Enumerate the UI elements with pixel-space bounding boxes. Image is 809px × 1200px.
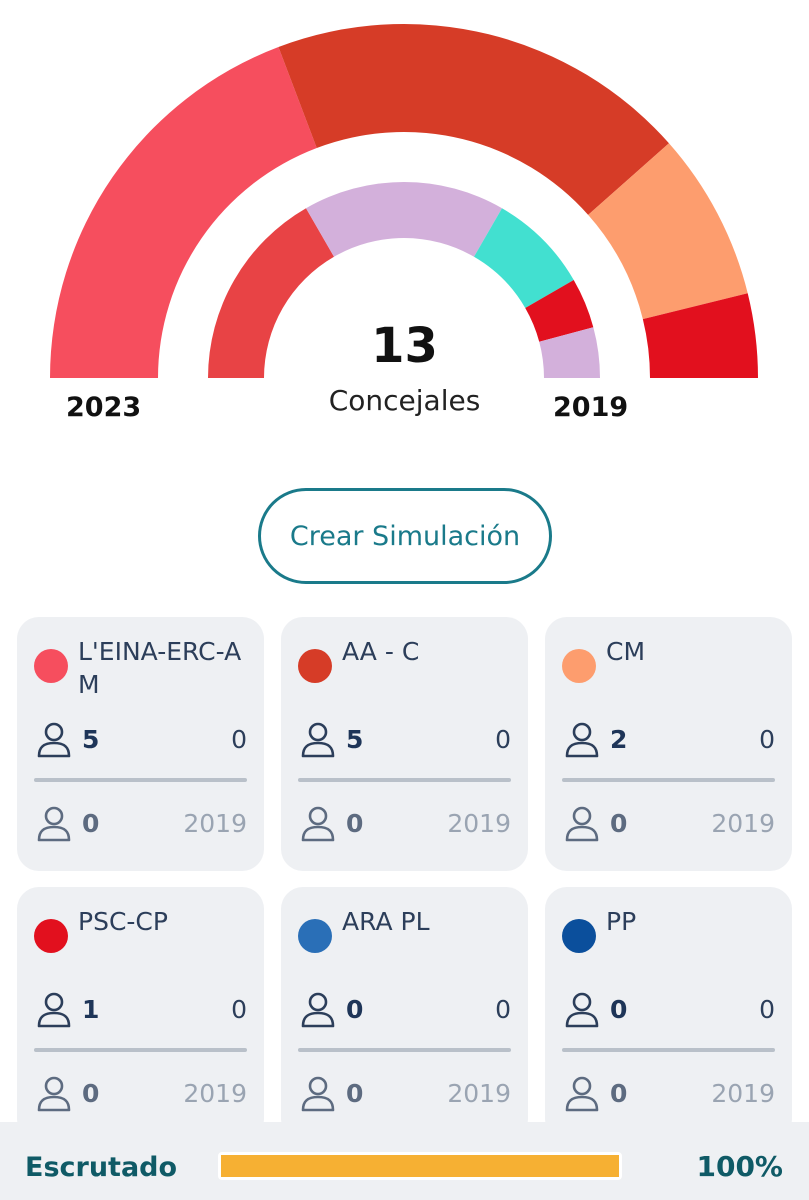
- card-divider: [34, 1048, 247, 1052]
- person-icon: [36, 991, 72, 1029]
- previous-year: 2019: [183, 809, 247, 838]
- party-color-dot: [34, 649, 68, 683]
- seat-distribution-chart: [50, 24, 758, 379]
- person-icon: [36, 721, 72, 759]
- previous-arc-segment: [539, 327, 600, 378]
- current-seats-value: 1: [82, 995, 100, 1024]
- current-year-label: 2023: [66, 392, 142, 423]
- current-seats-value: 5: [82, 725, 100, 754]
- current-seats-value: 5: [346, 725, 364, 754]
- party-name: PSC-CP: [78, 907, 168, 936]
- party-color-dot: [562, 649, 596, 683]
- current-seats-value: 2: [610, 725, 628, 754]
- seats-difference: 0: [231, 995, 247, 1024]
- seats-difference: 0: [495, 995, 511, 1024]
- previous-seats-row: 0 2019: [562, 805, 775, 845]
- current-seats-value: 0: [610, 995, 628, 1024]
- person-icon: [36, 805, 72, 843]
- total-seats-caption: Concejales: [328, 384, 481, 417]
- previous-arc-segment: [474, 208, 574, 308]
- previous-year: 2019: [711, 809, 775, 838]
- previous-year: 2019: [183, 1079, 247, 1108]
- person-icon: [564, 991, 600, 1029]
- current-arc-segment: [642, 293, 758, 378]
- party-card[interactable]: L'EINA-ERC-AM 5 0 0 2019: [17, 617, 264, 871]
- party-color-dot: [298, 649, 332, 683]
- card-divider: [298, 778, 511, 782]
- person-icon: [300, 1075, 336, 1113]
- party-name: ARA PL: [342, 907, 430, 936]
- party-card[interactable]: PP 0 0 0 2019: [545, 887, 792, 1141]
- party-card[interactable]: CM 2 0 0 2019: [545, 617, 792, 871]
- previous-seats-row: 0 2019: [562, 1075, 775, 1115]
- person-icon: [300, 805, 336, 843]
- person-icon: [36, 1075, 72, 1113]
- seats-difference: 0: [759, 725, 775, 754]
- previous-seats-value: 0: [346, 809, 364, 838]
- card-divider: [562, 778, 775, 782]
- previous-seats-value: 0: [82, 809, 100, 838]
- previous-year-label: 2019: [553, 392, 629, 423]
- card-divider: [298, 1048, 511, 1052]
- previous-seats-row: 0 2019: [34, 805, 247, 845]
- party-card[interactable]: ARA PL 0 0 0 2019: [281, 887, 528, 1141]
- current-arc-segment: [278, 24, 669, 215]
- party-card[interactable]: AA - C 5 0 0 2019: [281, 617, 528, 871]
- create-simulation-button[interactable]: Crear Simulación: [258, 488, 552, 584]
- previous-arc-segment: [525, 280, 594, 342]
- person-icon: [564, 721, 600, 759]
- card-divider: [34, 778, 247, 782]
- seats-difference: 0: [495, 725, 511, 754]
- party-color-dot: [562, 919, 596, 953]
- party-name: PP: [606, 907, 637, 936]
- scrutiny-bar: Escrutado 100%: [0, 1122, 809, 1200]
- previous-seats-value: 0: [610, 809, 628, 838]
- scrutiny-percent: 100%: [696, 1150, 783, 1183]
- seats-difference: 0: [759, 995, 775, 1024]
- previous-seats-value: 0: [610, 1079, 628, 1108]
- previous-arc-segment: [306, 182, 502, 257]
- party-name: CM: [606, 637, 646, 666]
- person-icon: [564, 805, 600, 843]
- party-name: L'EINA-ERC-AM: [78, 637, 242, 699]
- party-color-dot: [298, 919, 332, 953]
- previous-arc-segment: [208, 208, 334, 378]
- card-divider: [562, 1048, 775, 1052]
- scrutiny-progress-track: [218, 1152, 622, 1180]
- current-seats-value: 0: [346, 995, 364, 1024]
- party-name: AA - C: [342, 637, 420, 666]
- previous-seats-value: 0: [346, 1079, 364, 1108]
- person-icon: [300, 991, 336, 1029]
- party-card[interactable]: PSC-CP 1 0 0 2019: [17, 887, 264, 1141]
- previous-seats-row: 0 2019: [298, 805, 511, 845]
- scrutiny-progress-fill: [221, 1155, 619, 1177]
- previous-year: 2019: [447, 809, 511, 838]
- party-color-dot: [34, 919, 68, 953]
- person-icon: [564, 1075, 600, 1113]
- seats-difference: 0: [231, 725, 247, 754]
- previous-seats-row: 0 2019: [298, 1075, 511, 1115]
- person-icon: [300, 721, 336, 759]
- total-seats-value: 13: [371, 318, 438, 374]
- previous-year: 2019: [711, 1079, 775, 1108]
- current-arc-segment: [588, 143, 748, 320]
- previous-year: 2019: [447, 1079, 511, 1108]
- scrutiny-label: Escrutado: [25, 1152, 178, 1183]
- previous-seats-row: 0 2019: [34, 1075, 247, 1115]
- previous-seats-value: 0: [82, 1079, 100, 1108]
- current-arc-segment: [50, 47, 317, 379]
